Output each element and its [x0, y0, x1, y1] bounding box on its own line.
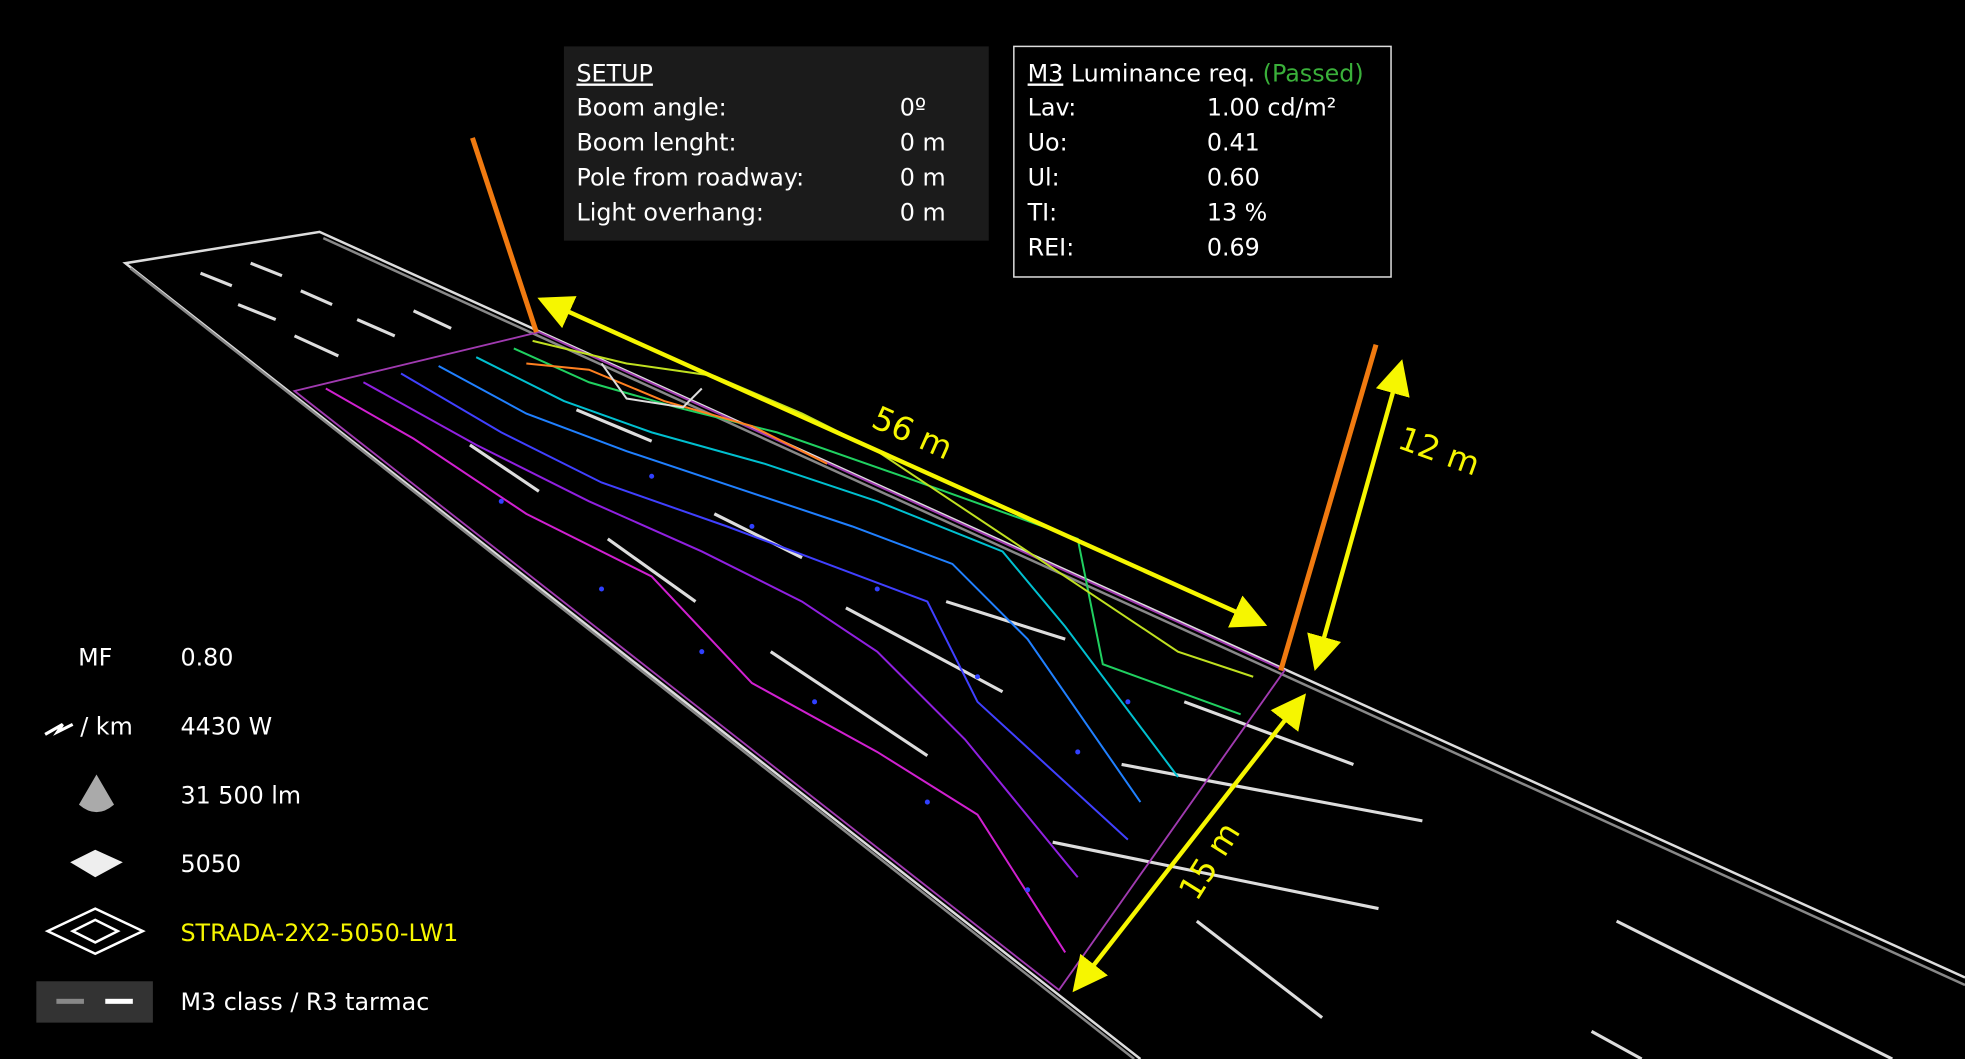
setup-value: 0 m	[900, 163, 946, 191]
class: M3	[1028, 59, 1064, 87]
luminance-value: 0.41	[1207, 128, 1260, 156]
setup-panel	[563, 46, 989, 241]
luminance-rows: Lav: 1.00 cd/m² Uo: 0.41 Ul: 0.60 TI: 13 % REI: 0…	[1027, 93, 1337, 261]
setup-label: Boom angle:	[576, 93, 726, 121]
status: (Passed)	[1263, 59, 1364, 87]
road-edge	[129, 267, 1135, 1059]
luminance-value: 0.69	[1207, 234, 1260, 262]
luminance-value: 13 %	[1207, 199, 1267, 227]
setup-value: 0 m	[900, 128, 946, 156]
luminance-label: Uo:	[1028, 128, 1068, 156]
legend-icons	[36, 722, 153, 1023]
setup-label: Light overhang:	[576, 199, 763, 227]
luminance-label: Ul:	[1028, 163, 1060, 191]
luminance-value: 0.60	[1207, 163, 1260, 191]
setup-value: 0 m	[900, 199, 946, 227]
luminance-value: 1.00 cd/m²	[1207, 93, 1336, 121]
legend: MF 0.80 / km 4430 W 31 500 lm 5050 STRADA-2X2-…	[78, 643, 458, 1016]
title: Luminance req.	[1071, 59, 1255, 87]
setup-rows: Boom angle: 0º Boom lenght: 0 m Pole from ro…	[576, 93, 945, 226]
luminance-label: Lav:	[1028, 93, 1077, 121]
luminance-label: REI:	[1028, 234, 1075, 262]
dimension-arrows	[537, 296, 1410, 993]
setup-label: Pole from roadway:	[576, 163, 804, 191]
legend-label: / km	[80, 712, 133, 740]
setup-title: SETUP	[576, 59, 652, 87]
luminance-panel	[1013, 45, 1392, 278]
legend-value: STRADA-2X2-5050-LW1	[180, 919, 458, 947]
setup-value: 0º	[900, 93, 926, 121]
luminance-label: TI:	[1027, 199, 1058, 227]
calculation-grid	[292, 331, 1286, 992]
legend-value: 4430 W	[180, 712, 272, 740]
legend-label: MF	[78, 643, 112, 671]
legend-value: 31 500 lm	[180, 781, 301, 809]
legend-value: 5050	[180, 850, 241, 878]
legend-value: M3 class / R3 tarmac	[180, 988, 429, 1016]
legend-value: 0.80	[180, 643, 233, 671]
pole	[470, 137, 539, 333]
setup-label: Boom lenght:	[576, 128, 736, 156]
luminance-heading: M3 Luminance req. (Passed)	[1028, 59, 1364, 87]
